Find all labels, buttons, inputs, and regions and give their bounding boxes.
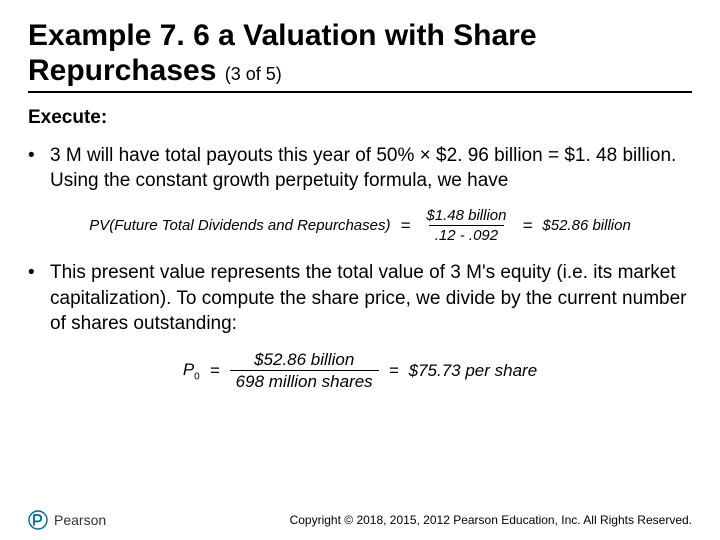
eq1-fraction: $1.48 billion .12 - .092	[420, 207, 512, 245]
equals-sign: =	[210, 361, 220, 381]
equals-sign: =	[522, 216, 532, 236]
eq1-denominator: .12 - .092	[429, 225, 504, 244]
body: • 3 M will have total payouts this year …	[28, 143, 692, 392]
eq1-lhs-prefix: PV	[89, 217, 109, 234]
title-rule	[28, 91, 692, 93]
eq2-fraction: $52.86 billion 698 million shares	[230, 350, 379, 392]
publisher-logo: Pearson	[28, 510, 106, 530]
equals-sign: =	[389, 361, 399, 381]
bullet-dot: •	[28, 143, 50, 193]
eq2-numerator: $52.86 billion	[248, 350, 360, 371]
bullet-dot: •	[28, 260, 50, 335]
eq2-denominator: 698 million shares	[230, 370, 379, 392]
bullet-text: 3 M will have total payouts this year of…	[50, 143, 692, 193]
logo-icon	[28, 510, 48, 530]
eq2-subscript: 0	[194, 371, 200, 382]
eq1-numerator: $1.48 billion	[420, 207, 512, 225]
eq2-rhs: $75.73 per share	[409, 361, 538, 381]
eq2-lhs: P0	[183, 360, 200, 382]
bullet-text: This present value represents the total …	[50, 260, 692, 335]
title-text: Example 7. 6 a Valuation with Share Repu…	[28, 19, 537, 87]
eq1-lhs-paren: (Future Total Dividends and Repurchases)	[109, 217, 390, 234]
equals-sign: =	[400, 216, 410, 236]
equation-price: P0 = $52.86 billion 698 million shares =…	[28, 350, 692, 392]
equation-pv: PV(Future Total Dividends and Repurchase…	[28, 207, 692, 245]
logo-text: Pearson	[54, 512, 106, 528]
eq1-rhs: $52.86 billion	[542, 217, 630, 234]
page-marker: (3 of 5)	[225, 64, 282, 84]
slide: Example 7. 6 a Valuation with Share Repu…	[0, 0, 720, 540]
subhead: Execute:	[28, 107, 692, 129]
slide-title: Example 7. 6 a Valuation with Share Repu…	[28, 18, 692, 89]
copyright: Copyright © 2018, 2015, 2012 Pearson Edu…	[290, 513, 692, 527]
bullet-item: • This present value represents the tota…	[28, 260, 692, 335]
title-block: Example 7. 6 a Valuation with Share Repu…	[28, 18, 692, 93]
eq1-lhs: PV(Future Total Dividends and Repurchase…	[89, 217, 390, 234]
bullet-item: • 3 M will have total payouts this year …	[28, 143, 692, 193]
eq2-symbol: P	[183, 360, 194, 379]
footer: Pearson Copyright © 2018, 2015, 2012 Pea…	[0, 510, 720, 530]
